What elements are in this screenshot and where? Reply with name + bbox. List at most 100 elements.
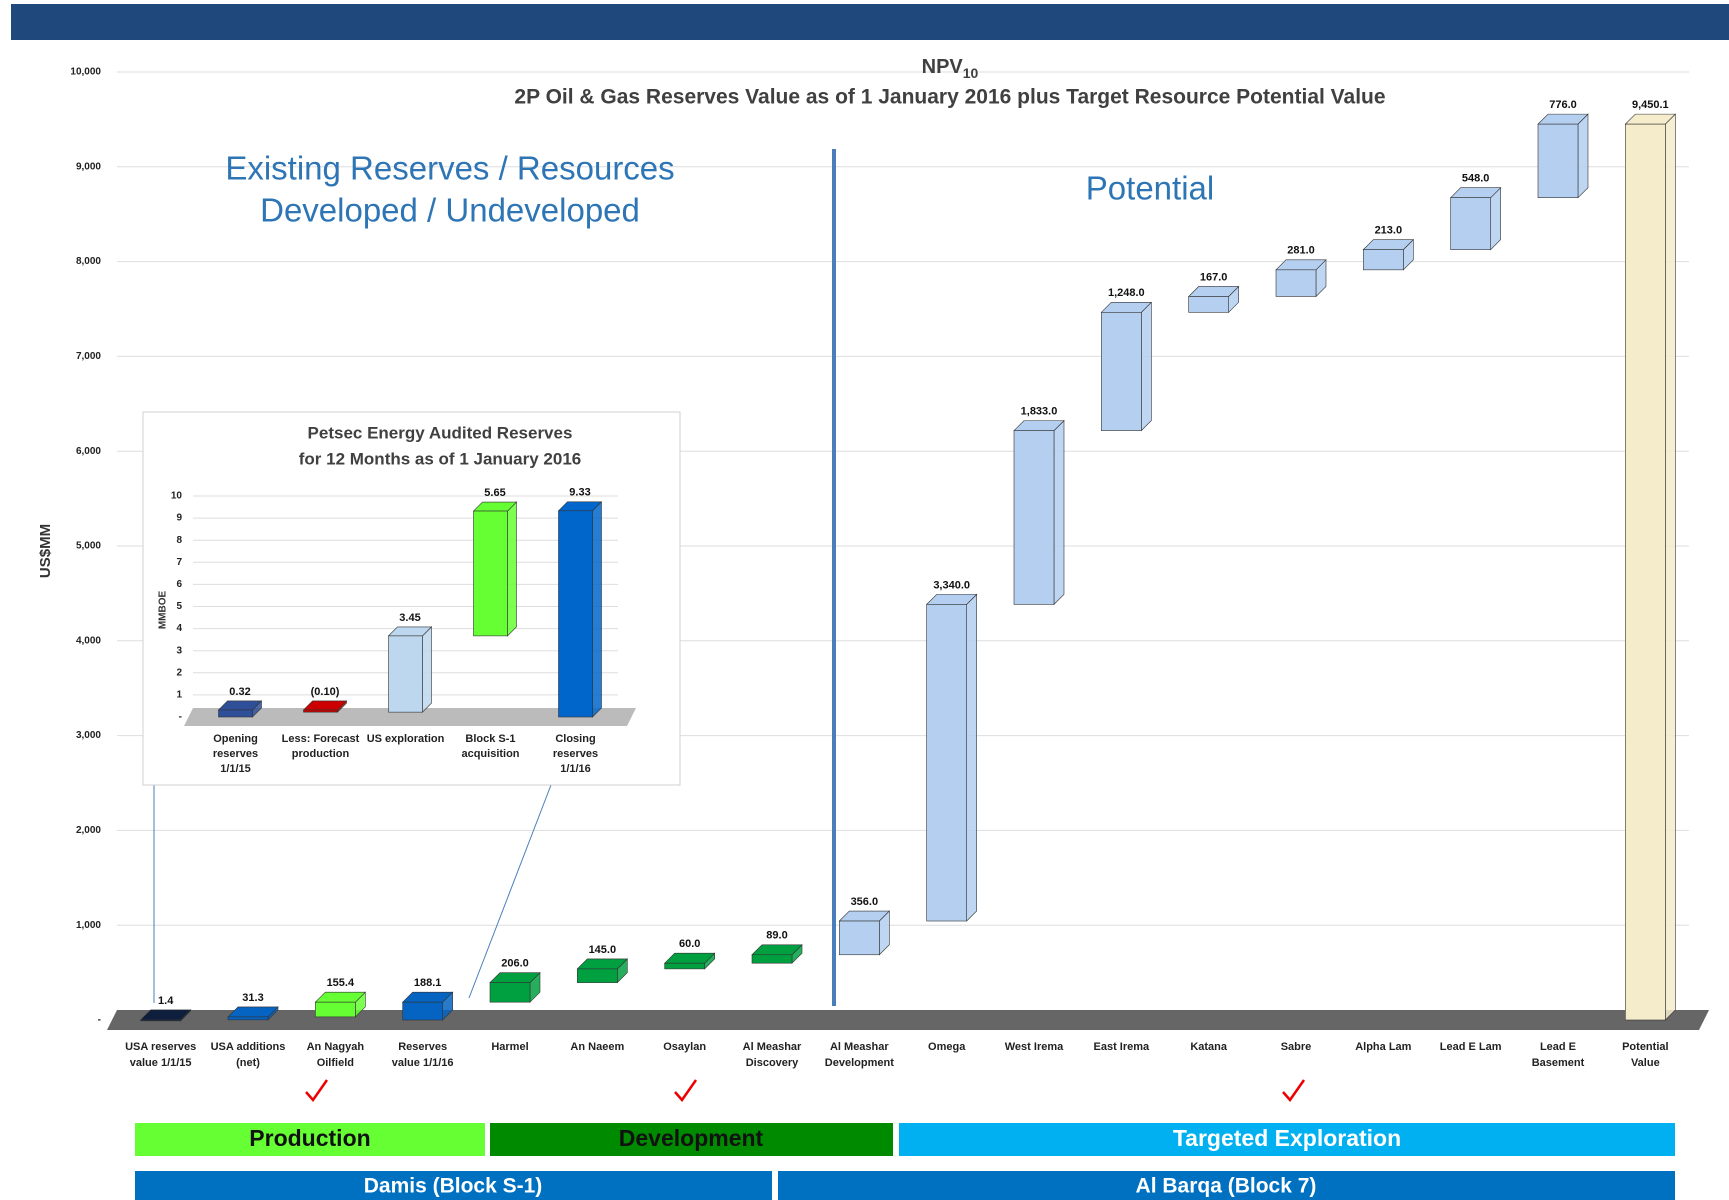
value-label: 1,833.0 [1021, 406, 1058, 418]
x-tick-label: Sabre [1281, 1041, 1312, 1053]
annotation: Developed / Undeveloped [260, 192, 640, 229]
y-tick-label: 4 [176, 623, 182, 634]
bar [1188, 296, 1229, 313]
x-tick-label: production [292, 748, 350, 760]
x-tick-label: 1/1/15 [220, 763, 251, 775]
bar [1101, 312, 1142, 431]
block-label: Damis (Block S-1) [364, 1175, 543, 1198]
checkmark [1282, 1079, 1306, 1103]
x-tick-label: Al Meashar [743, 1041, 802, 1053]
x-tick-label: An Nagyah [307, 1041, 365, 1053]
floor [184, 708, 636, 726]
bar-side [422, 626, 432, 713]
x-tick-label: Block S-1 [465, 733, 515, 745]
bar [489, 982, 531, 1003]
title-main: NPV [922, 56, 964, 78]
y-tick-label: 5 [176, 601, 182, 612]
y-tick-label: 2 [176, 667, 182, 678]
value-label: 3,340.0 [933, 579, 970, 591]
title-subscript: 10 [963, 65, 979, 81]
checkmark [674, 1079, 698, 1103]
bar [315, 1001, 356, 1018]
y-tick-label: 1,000 [76, 920, 101, 931]
phase-label: Development [619, 1125, 764, 1151]
y-tick-label: 8,000 [76, 256, 101, 267]
x-tick-label: Lead E Lam [1440, 1041, 1502, 1053]
phase-band [135, 1123, 485, 1156]
y-tick-label: 7,000 [76, 351, 101, 362]
bar [558, 510, 593, 718]
value-label: 9,450.1 [1632, 99, 1669, 111]
value-label: 167.0 [1200, 271, 1228, 283]
annotation: Existing Reserves / Resources [225, 150, 674, 187]
checkmark [305, 1079, 329, 1103]
bar-side [1665, 113, 1676, 1021]
bar [1625, 123, 1666, 1021]
phase-label: Targeted Exploration [1173, 1125, 1401, 1151]
bar [1275, 269, 1317, 297]
x-tick-label: Reserves [398, 1041, 447, 1053]
y-tick-label: 6,000 [76, 446, 101, 457]
x-tick-label: Katana [1190, 1041, 1228, 1053]
x-tick-label: Lead E [1540, 1041, 1576, 1053]
x-tick-label: (net) [236, 1057, 260, 1069]
x-tick-label: Al Meashar [830, 1041, 889, 1053]
x-tick-label: acquisition [461, 748, 519, 760]
value-label: 145.0 [589, 944, 617, 956]
y-tick-label: 10 [171, 491, 183, 502]
value-label: (0.10) [311, 686, 340, 698]
value-label: 356.0 [851, 896, 879, 908]
value-label: 548.0 [1462, 173, 1490, 185]
bar [751, 954, 793, 964]
x-tick-label: West Irema [1005, 1041, 1064, 1053]
header-bar [11, 4, 1729, 40]
x-tick-label: value 1/1/16 [392, 1057, 454, 1069]
block-band [135, 1171, 772, 1200]
bar [218, 709, 253, 718]
bar-side [507, 501, 517, 637]
inset-title: for 12 Months as of 1 January 2016 [299, 449, 582, 468]
y-tick-label: - [179, 712, 182, 723]
bar [140, 1019, 181, 1022]
value-label: 155.4 [327, 977, 355, 989]
y-tick-label: 9 [176, 513, 182, 524]
bar-side [592, 501, 602, 718]
leader-line [468, 784, 552, 999]
y-axis-label: US$MM [37, 524, 54, 578]
bar [1363, 249, 1404, 271]
y-tick-label: 10,000 [70, 67, 101, 78]
bar [1537, 123, 1579, 198]
inset-y-label: MMBOE [158, 591, 169, 630]
x-tick-label: Value [1631, 1057, 1660, 1069]
x-tick-label: Potential [1622, 1041, 1668, 1053]
y-tick-label: 7 [176, 557, 182, 568]
bar-side [1490, 186, 1501, 251]
bar [664, 962, 705, 970]
y-tick-label: 5,000 [76, 541, 101, 552]
annotation: Potential [1086, 170, 1214, 207]
value-label: 60.0 [679, 938, 700, 950]
y-tick-label: 2,000 [76, 825, 101, 836]
floor [107, 1010, 1709, 1030]
x-tick-label: Omega [928, 1041, 966, 1053]
x-tick-label: Oilfield [317, 1057, 354, 1069]
bar [303, 709, 338, 713]
value-label: 0.32 [229, 686, 250, 698]
x-tick-label: Opening [213, 733, 258, 745]
x-tick-label: value 1/1/15 [130, 1057, 192, 1069]
value-label: 3.45 [399, 612, 420, 624]
phase-label: Production [249, 1125, 370, 1151]
value-label: 206.0 [501, 958, 529, 970]
chart-title: NPV10 [922, 56, 979, 80]
y-tick-label: 6 [176, 579, 182, 590]
y-tick-label: 9,000 [76, 161, 101, 172]
bar [1013, 430, 1055, 605]
value-label: 89.0 [766, 930, 787, 942]
x-tick-label: Alpha Lam [1355, 1041, 1411, 1053]
phase-band [899, 1123, 1675, 1156]
y-tick-label: 4,000 [76, 635, 101, 646]
bar-side [1577, 113, 1589, 199]
x-tick-label: Closing [555, 733, 595, 745]
x-tick-label: reserves [553, 748, 598, 760]
bar [402, 1001, 443, 1021]
